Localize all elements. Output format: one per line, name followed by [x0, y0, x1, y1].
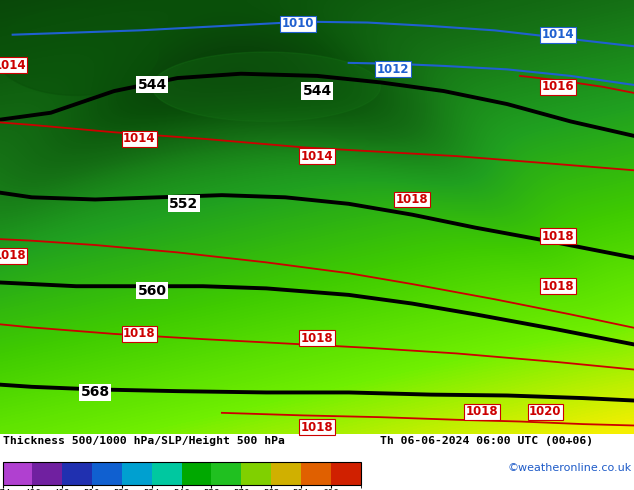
Text: 1014: 1014: [0, 58, 26, 72]
Text: 1014: 1014: [541, 28, 574, 41]
Text: 1018: 1018: [0, 249, 26, 262]
Text: 1018: 1018: [541, 280, 574, 293]
Text: 1014: 1014: [301, 149, 333, 163]
Text: 1018: 1018: [301, 332, 333, 345]
Text: 1018: 1018: [123, 327, 156, 341]
Polygon shape: [152, 52, 380, 122]
Text: 1016: 1016: [541, 80, 574, 93]
Text: 1018: 1018: [465, 405, 498, 418]
Text: Thickness 500/1000 hPa/SLP/Height 500 hPa: Thickness 500/1000 hPa/SLP/Height 500 hP…: [3, 437, 285, 446]
Text: 544: 544: [138, 77, 167, 92]
Text: 1020: 1020: [529, 405, 562, 418]
Text: 1018: 1018: [301, 420, 333, 434]
Text: Th 06-06-2024 06:00 UTC (00+06): Th 06-06-2024 06:00 UTC (00+06): [380, 437, 593, 446]
Text: 568: 568: [81, 386, 110, 399]
Text: 552: 552: [169, 197, 198, 211]
Text: 1018: 1018: [541, 230, 574, 243]
Text: 1018: 1018: [396, 193, 429, 206]
Text: 1014: 1014: [123, 132, 156, 145]
Text: 560: 560: [138, 284, 167, 297]
Text: 1010: 1010: [281, 17, 314, 30]
Polygon shape: [0, 9, 158, 96]
Text: 544: 544: [302, 84, 332, 98]
Text: 1012: 1012: [377, 63, 410, 76]
Text: ©weatheronline.co.uk: ©weatheronline.co.uk: [507, 463, 631, 473]
